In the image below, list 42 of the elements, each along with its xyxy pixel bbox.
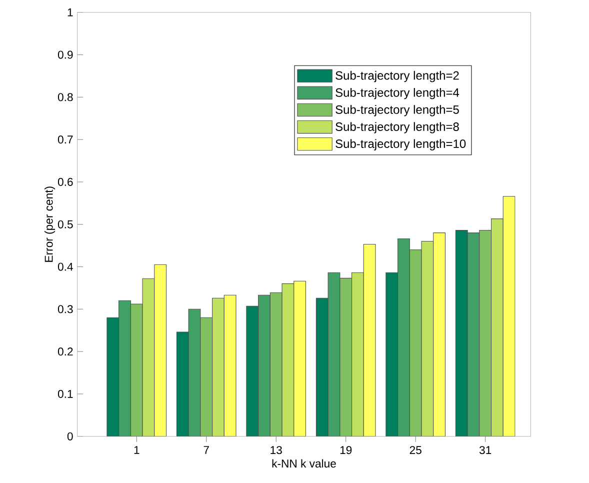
x-tick-label: 13 xyxy=(270,446,282,454)
x-tick-label: 31 xyxy=(479,446,492,454)
bar xyxy=(282,283,294,436)
bar xyxy=(316,298,328,436)
bar xyxy=(106,317,120,436)
y-tick-label: 0.9 xyxy=(58,50,73,59)
y-tick-label: 1 xyxy=(68,8,73,16)
bar xyxy=(490,218,504,436)
bar xyxy=(421,241,434,436)
legend-label: Sub-trajectory length=10 xyxy=(336,139,466,150)
x-axis-title: k-NN k value xyxy=(272,459,336,468)
legend-label: Sub-trajectory length=5 xyxy=(336,105,459,116)
bar xyxy=(479,230,492,436)
y-tick-label: 0.1 xyxy=(58,390,73,398)
legend-label: Sub-trajectory length=8 xyxy=(336,122,459,134)
bar xyxy=(455,230,468,436)
y-tick-label: 0 xyxy=(67,432,73,440)
y-tick-label: 0.8 xyxy=(58,93,73,102)
x-tick-label: 7 xyxy=(204,446,209,454)
x-tick-label: 25 xyxy=(410,446,422,454)
y-tick-label: 0.7 xyxy=(58,136,73,144)
bar xyxy=(212,298,224,436)
legend-label: Sub-trajectory length=4 xyxy=(336,88,460,100)
legend-label: Sub-trajectory length=2 xyxy=(336,70,459,82)
y-tick-label: 0.2 xyxy=(58,348,73,356)
bar xyxy=(142,278,155,436)
y-tick-label: 0.6 xyxy=(58,178,73,186)
bar xyxy=(176,332,189,436)
y-tick-label: 0.3 xyxy=(58,305,73,314)
y-axis-title: Error (per cent) xyxy=(44,186,56,262)
bar xyxy=(340,278,352,436)
bar xyxy=(352,272,364,436)
x-tick-label: 1 xyxy=(134,446,140,454)
bar xyxy=(409,250,422,436)
x-tick-label: 19 xyxy=(340,446,352,454)
y-tick-label: 0.4 xyxy=(58,262,73,271)
bar xyxy=(200,317,213,436)
bar xyxy=(386,272,398,436)
bar xyxy=(246,306,259,436)
y-tick-label: 0.5 xyxy=(58,220,73,228)
bar xyxy=(130,304,143,436)
bar xyxy=(270,292,282,436)
